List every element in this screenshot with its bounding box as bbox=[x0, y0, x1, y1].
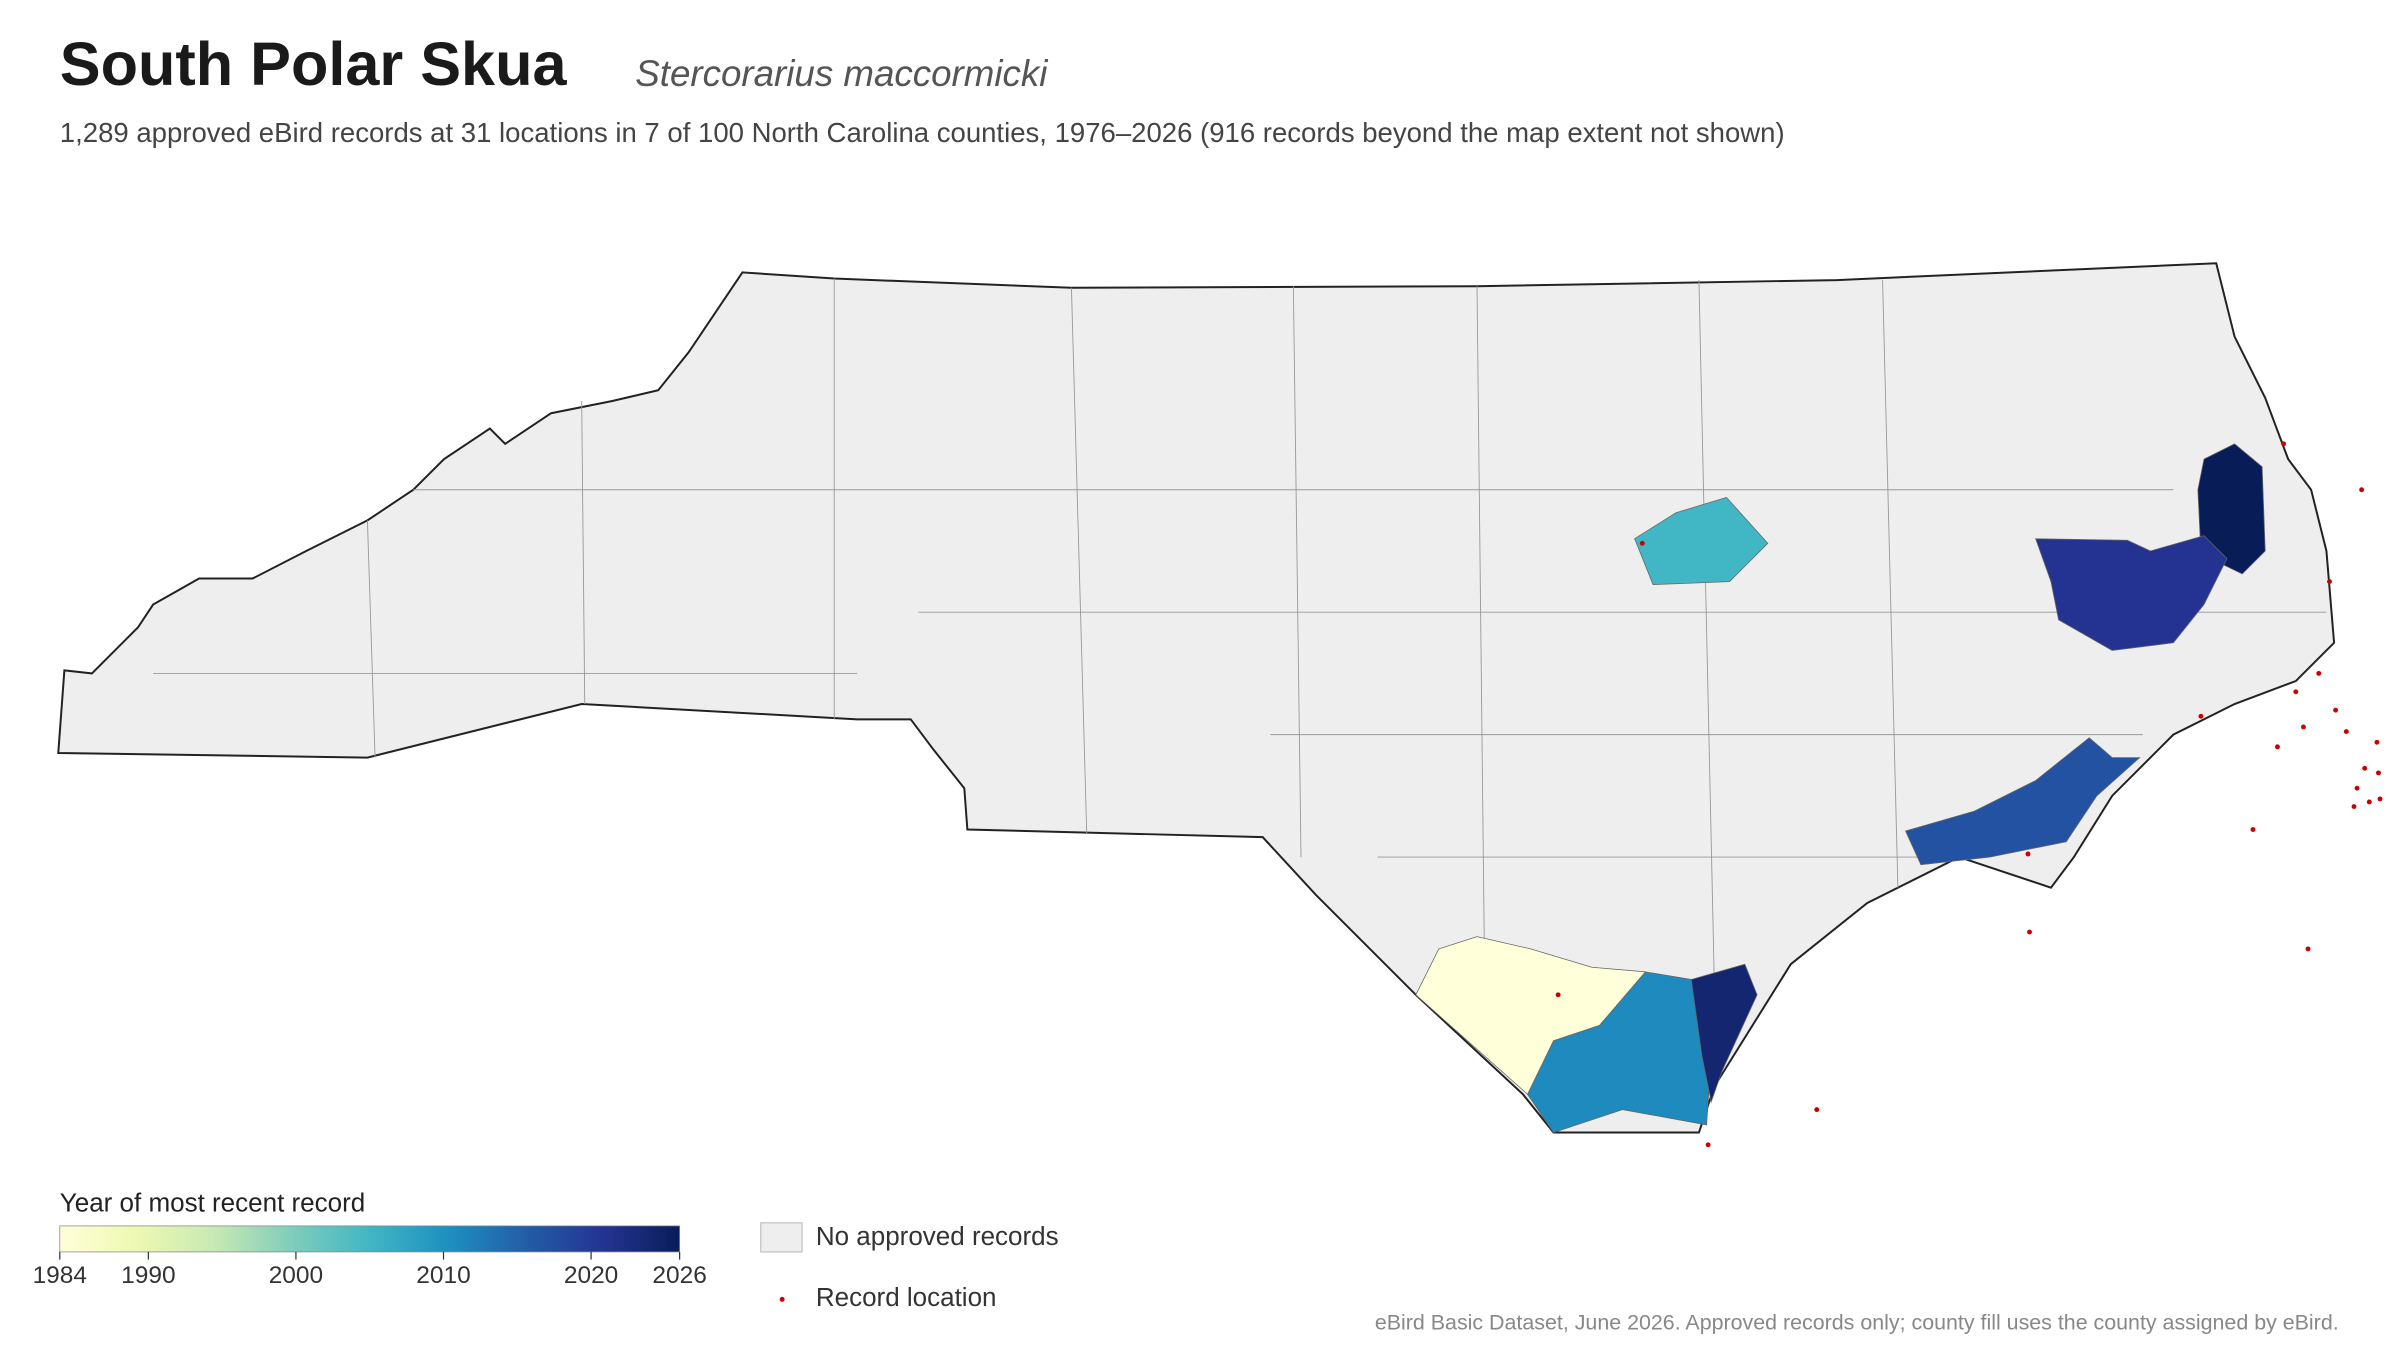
colorbar-tick-label: 2000 bbox=[269, 1262, 323, 1289]
colorbar-tick-label: 2010 bbox=[416, 1262, 470, 1289]
legend-marker bbox=[779, 1296, 785, 1302]
county-fill bbox=[1905, 737, 2141, 866]
legend-swatch bbox=[760, 1222, 803, 1253]
colorbar-tick-label: 1984 bbox=[33, 1262, 87, 1289]
county-fill bbox=[2035, 535, 2228, 651]
colorbar-tick-label: 1990 bbox=[121, 1262, 175, 1289]
county-fill bbox=[1415, 936, 1647, 1095]
legend-label: Record location bbox=[816, 1282, 997, 1312]
source-note: eBird Basic Dataset, June 2026. Approved… bbox=[1375, 1311, 2339, 1335]
colorbar-title: Year of most recent record bbox=[60, 1187, 365, 1217]
county-borders bbox=[153, 278, 2327, 980]
colorbar bbox=[59, 1225, 681, 1253]
state-outline bbox=[57, 262, 2336, 1134]
legend-label: No approved records bbox=[816, 1221, 1059, 1251]
record-locations bbox=[1555, 441, 2383, 1148]
county-fill bbox=[1690, 963, 1758, 1104]
county-fill bbox=[1634, 496, 1769, 586]
species-name: Stercorarius maccormicki bbox=[635, 53, 1048, 94]
colorbar-tick-label: 2026 bbox=[652, 1262, 706, 1289]
county-fill bbox=[2197, 443, 2266, 575]
title: South Polar Skua bbox=[60, 30, 568, 98]
colorbar-tick-label: 2020 bbox=[564, 1262, 618, 1289]
description: 1,289 approved eBird records at 31 locat… bbox=[60, 117, 1785, 148]
